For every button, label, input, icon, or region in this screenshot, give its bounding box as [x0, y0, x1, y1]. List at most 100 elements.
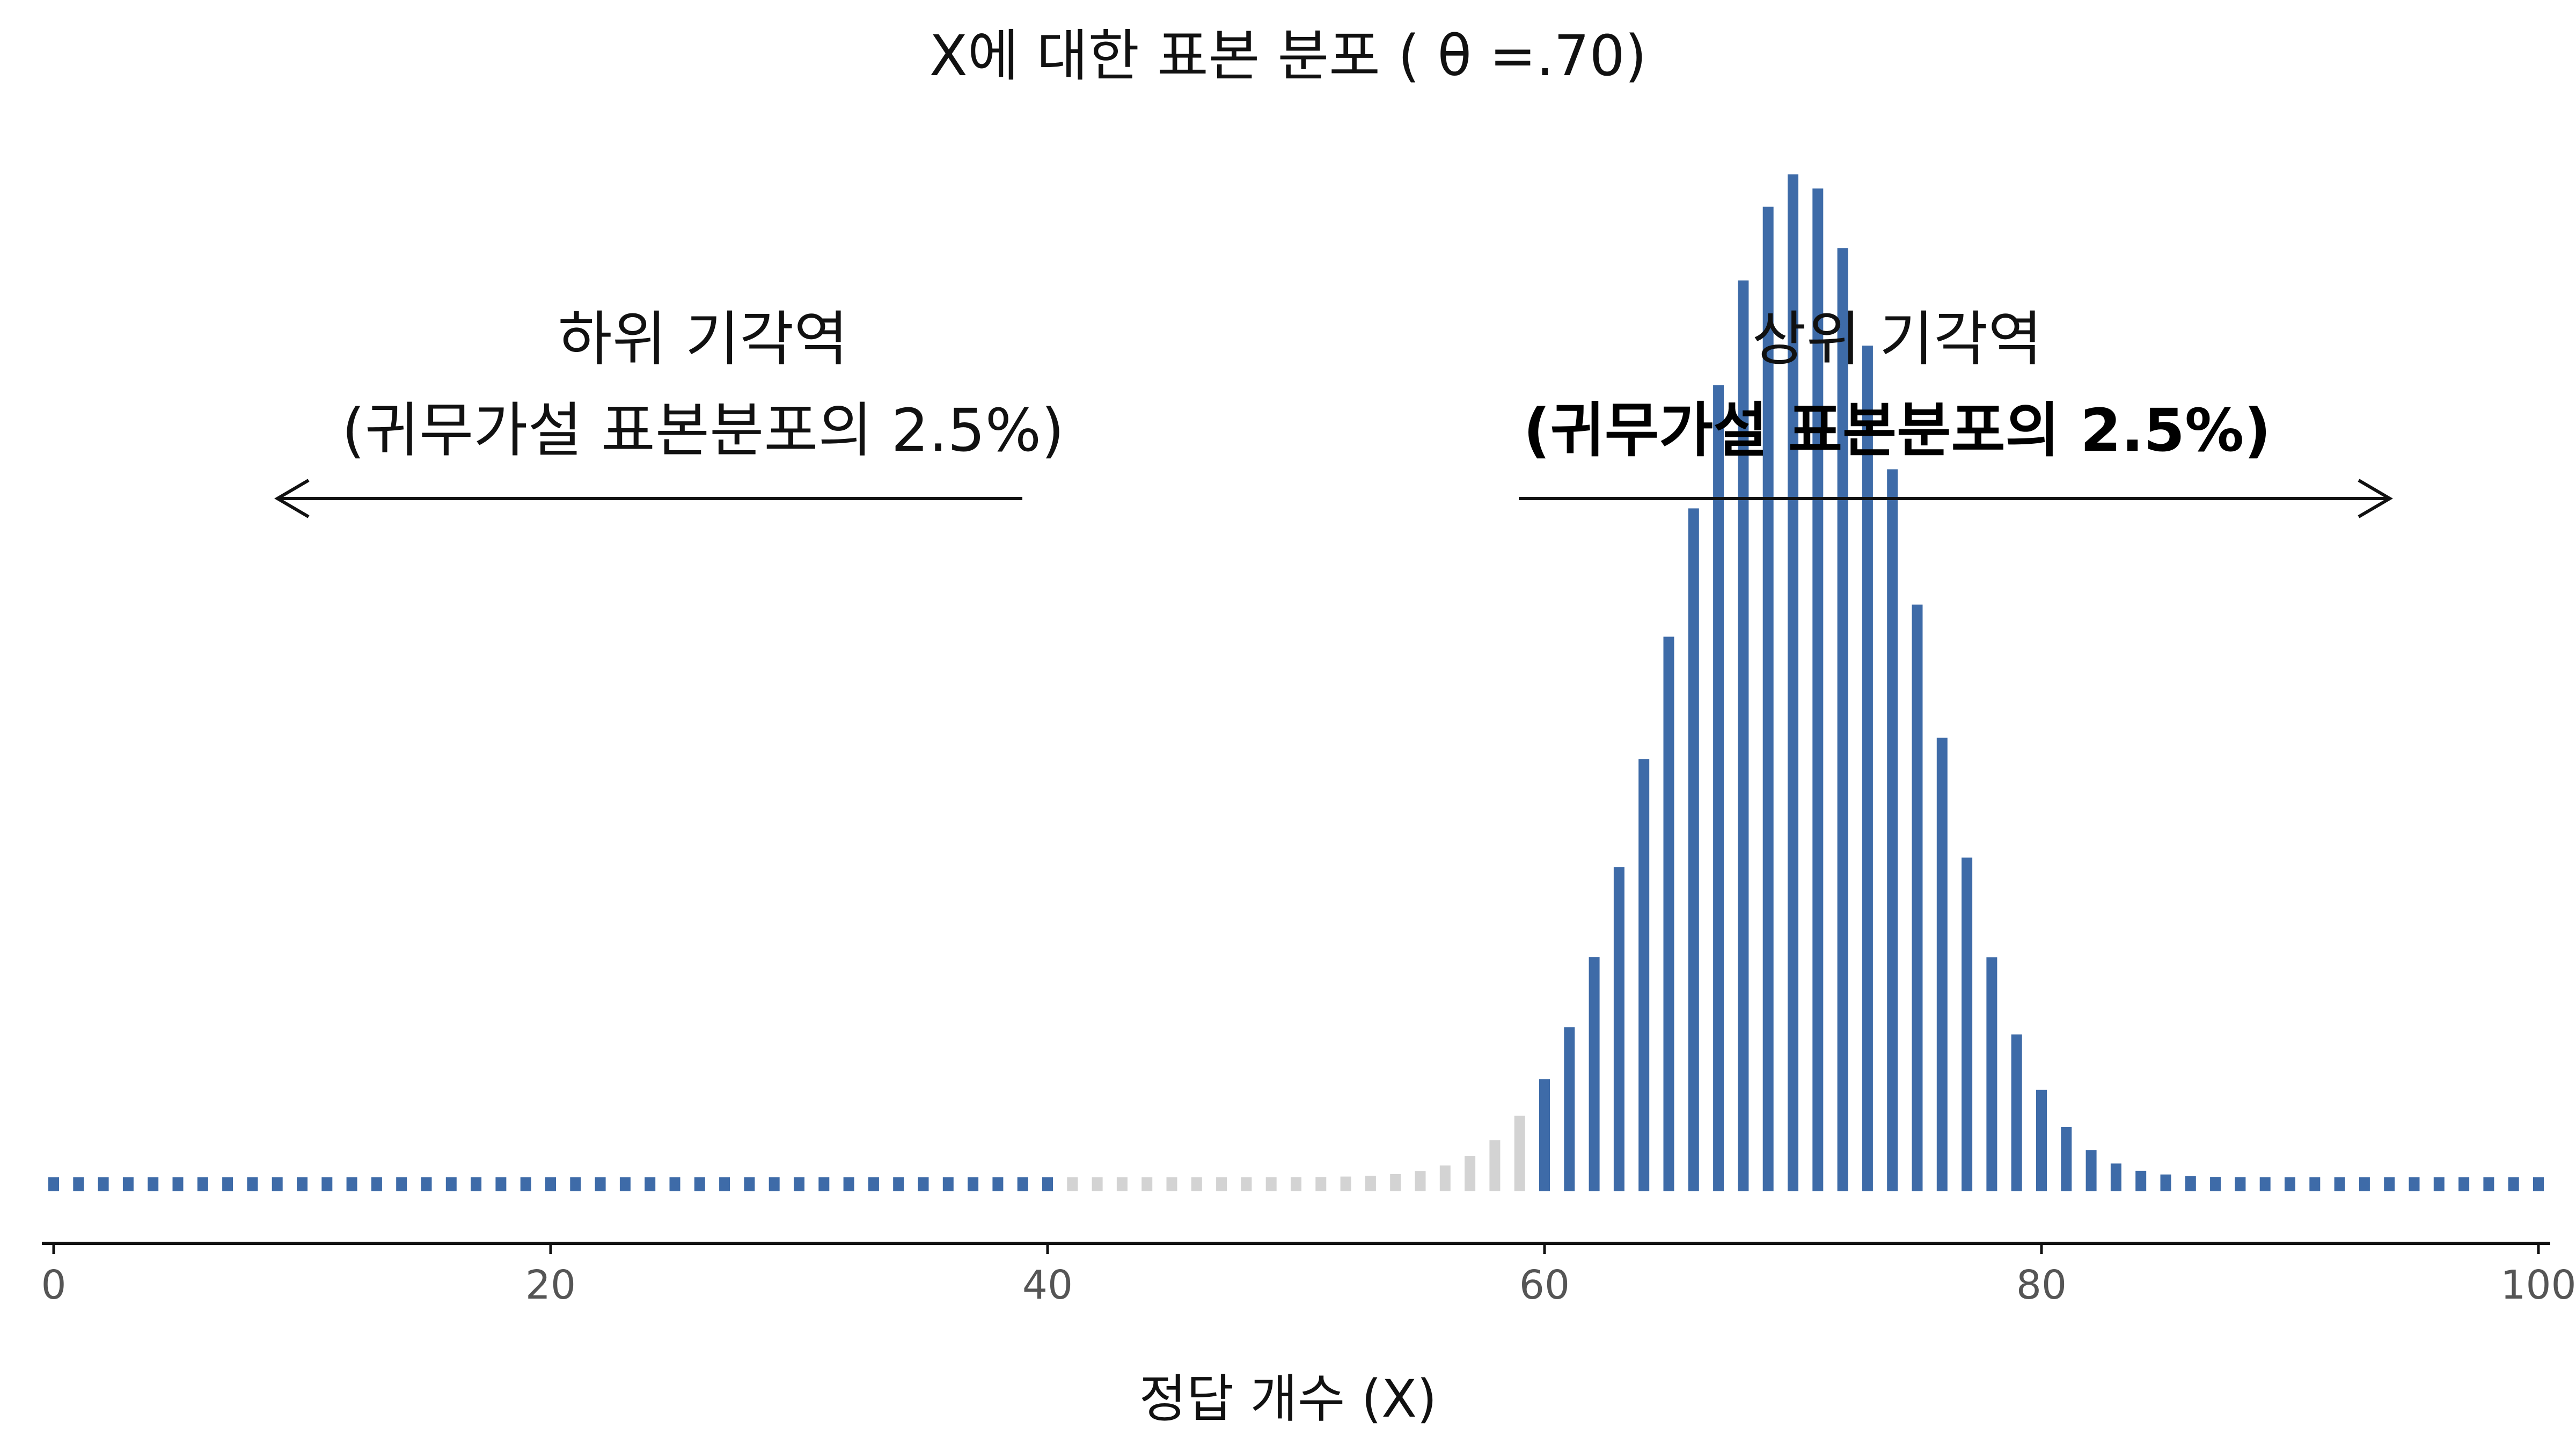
- bar-x-15: [421, 1177, 432, 1191]
- bar-x-88: [2235, 1177, 2246, 1191]
- bar-x-42: [1092, 1177, 1103, 1191]
- bar-x-43: [1116, 1177, 1128, 1191]
- bar-x-39: [1017, 1177, 1028, 1191]
- bar-x-73: [1862, 346, 1873, 1191]
- bar-x-6: [197, 1177, 208, 1191]
- bar-x-4: [148, 1177, 159, 1191]
- bar-x-30: [794, 1177, 804, 1191]
- bar-x-41: [1067, 1177, 1078, 1191]
- bar-x-57: [1465, 1156, 1476, 1191]
- bar-x-46: [1191, 1177, 1202, 1191]
- bar-x-33: [868, 1177, 879, 1191]
- bar-x-56: [1439, 1165, 1451, 1191]
- bar-x-29: [769, 1177, 780, 1191]
- bar-x-68: [1738, 280, 1749, 1191]
- bar-x-40: [1042, 1177, 1053, 1191]
- bar-x-28: [744, 1177, 755, 1191]
- bar-x-76: [1936, 737, 1948, 1191]
- bar-x-23: [619, 1177, 631, 1191]
- bar-x-37: [968, 1177, 979, 1191]
- x-axis-ticks: 0 20 40 60 80 100: [41, 1243, 2576, 1308]
- bar-x-5: [172, 1177, 184, 1191]
- upper-region-note: (귀무가설 표본분포의 2.5%): [1523, 396, 2271, 465]
- left-arrow-icon: [274, 479, 310, 518]
- bar-x-19: [520, 1177, 531, 1191]
- bar-x-58: [1489, 1140, 1501, 1191]
- bar-x-0: [48, 1177, 59, 1191]
- bar-x-63: [1613, 867, 1624, 1191]
- bar-x-78: [1986, 957, 1997, 1191]
- bar-x-60: [1539, 1079, 1550, 1191]
- bar-x-74: [1887, 469, 1898, 1191]
- bar-x-38: [992, 1177, 1004, 1191]
- bar-x-55: [1415, 1171, 1426, 1191]
- bar-x-90: [2285, 1177, 2295, 1191]
- bar-x-59: [1514, 1116, 1525, 1191]
- bar-x-89: [2259, 1177, 2271, 1191]
- bar-x-61: [1564, 1027, 1575, 1191]
- bar-x-35: [918, 1177, 929, 1191]
- bar-x-79: [2011, 1034, 2022, 1191]
- x-axis-label: 정답 개수 (X): [1139, 1369, 1437, 1429]
- bar-x-85: [2160, 1174, 2171, 1191]
- bar-x-44: [1141, 1177, 1153, 1191]
- bar-x-25: [669, 1177, 680, 1191]
- bar-x-8: [247, 1177, 258, 1191]
- right-arrow-icon: [2358, 479, 2393, 518]
- bar-x-51: [1315, 1177, 1327, 1191]
- bar-x-10: [297, 1177, 308, 1191]
- bar-x-1: [73, 1177, 84, 1191]
- bar-x-3: [122, 1177, 134, 1191]
- lower-region-annotation: 하위 기각역 (귀무가설 표본분포의 2.5%): [274, 305, 1064, 518]
- bar-x-95: [2409, 1177, 2420, 1191]
- bar-x-97: [2458, 1177, 2470, 1191]
- bar-x-14: [396, 1177, 407, 1191]
- bar-x-9: [272, 1177, 283, 1191]
- bar-x-82: [2085, 1150, 2097, 1191]
- bar-x-21: [570, 1177, 581, 1191]
- bar-x-18: [495, 1177, 507, 1191]
- bar-x-87: [2210, 1177, 2221, 1191]
- bar-x-69: [1762, 207, 1774, 1191]
- bar-x-26: [694, 1177, 705, 1191]
- bar-x-81: [2061, 1127, 2072, 1191]
- bar-x-36: [942, 1177, 954, 1191]
- bar-x-66: [1688, 508, 1699, 1191]
- bar-x-83: [2110, 1163, 2121, 1191]
- bar-x-22: [595, 1177, 606, 1191]
- bar-x-98: [2483, 1177, 2494, 1191]
- bar-x-32: [843, 1177, 854, 1191]
- bar-x-31: [818, 1177, 830, 1191]
- bar-x-62: [1589, 957, 1600, 1191]
- x-tick-label-20: 20: [525, 1262, 576, 1308]
- bar-x-96: [2433, 1177, 2445, 1191]
- bar-x-86: [2185, 1176, 2196, 1191]
- bar-x-24: [645, 1177, 656, 1191]
- bar-x-7: [222, 1177, 233, 1191]
- bar-x-47: [1216, 1177, 1227, 1191]
- bar-x-12: [346, 1177, 357, 1191]
- bar-x-93: [2359, 1177, 2370, 1191]
- x-tick-label-60: 60: [1519, 1262, 1570, 1308]
- bar-x-34: [893, 1177, 904, 1191]
- bar-x-70: [1788, 174, 1798, 1191]
- bars-group: [48, 174, 2544, 1192]
- bar-x-99: [2508, 1177, 2519, 1191]
- bar-x-45: [1166, 1177, 1177, 1191]
- bar-x-72: [1837, 248, 1848, 1192]
- bar-x-67: [1713, 385, 1724, 1192]
- bar-x-2: [98, 1177, 109, 1191]
- bar-x-50: [1291, 1177, 1301, 1191]
- bar-x-92: [2334, 1177, 2345, 1191]
- bar-x-65: [1663, 636, 1674, 1191]
- upper-region-label: 상위 기각역: [1752, 305, 2043, 373]
- x-tick-label-80: 80: [2016, 1262, 2067, 1308]
- lower-region-note: (귀무가설 표본분포의 2.5%): [342, 396, 1064, 465]
- lower-region-label: 하위 기각역: [558, 305, 848, 373]
- bar-x-71: [1812, 188, 1824, 1191]
- bar-x-13: [371, 1177, 382, 1191]
- bar-x-54: [1390, 1174, 1401, 1191]
- bar-x-11: [321, 1177, 333, 1191]
- bar-x-94: [2384, 1177, 2395, 1191]
